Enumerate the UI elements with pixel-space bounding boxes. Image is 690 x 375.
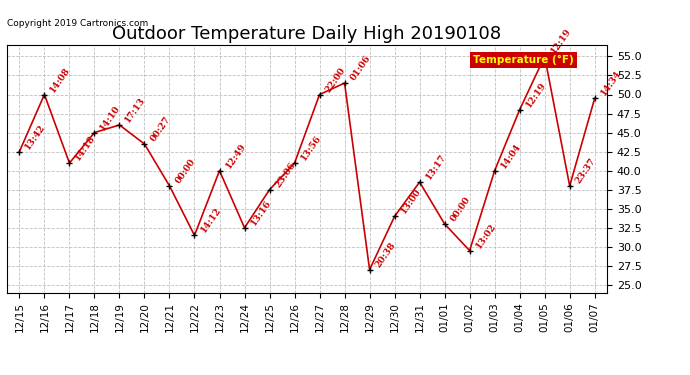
Text: 14:08: 14:08 <box>48 65 72 94</box>
Text: 00:27: 00:27 <box>148 115 172 143</box>
Text: 00:00: 00:00 <box>448 195 472 223</box>
Text: 13:56: 13:56 <box>299 134 323 162</box>
Text: 17:13: 17:13 <box>124 95 148 124</box>
Text: 13:16: 13:16 <box>248 198 273 227</box>
Title: Outdoor Temperature Daily High 20190108: Outdoor Temperature Daily High 20190108 <box>112 26 502 44</box>
Text: 20:38: 20:38 <box>374 240 397 269</box>
Text: 22:00: 22:00 <box>324 65 347 94</box>
Text: Temperature (°F): Temperature (°F) <box>473 55 573 65</box>
Text: 13:02: 13:02 <box>474 221 497 250</box>
Text: 14:04: 14:04 <box>499 141 522 170</box>
Text: 01:06: 01:06 <box>348 54 373 82</box>
Text: 23:37: 23:37 <box>574 156 598 185</box>
Text: Copyright 2019 Cartronics.com: Copyright 2019 Cartronics.com <box>7 19 148 28</box>
Text: 00:00: 00:00 <box>174 157 197 185</box>
Text: 12:19: 12:19 <box>549 27 573 56</box>
Text: 14:18: 14:18 <box>74 134 97 162</box>
Text: 23:06: 23:06 <box>274 160 297 189</box>
Text: 14:10: 14:10 <box>99 103 122 132</box>
Text: 13:00: 13:00 <box>399 187 422 216</box>
Text: 13:42: 13:42 <box>23 122 48 151</box>
Text: 13:17: 13:17 <box>424 153 448 181</box>
Text: 14:34: 14:34 <box>599 69 622 98</box>
Text: 14:12: 14:12 <box>199 206 222 235</box>
Text: 12:19: 12:19 <box>524 80 548 109</box>
Text: 12:49: 12:49 <box>224 141 248 170</box>
